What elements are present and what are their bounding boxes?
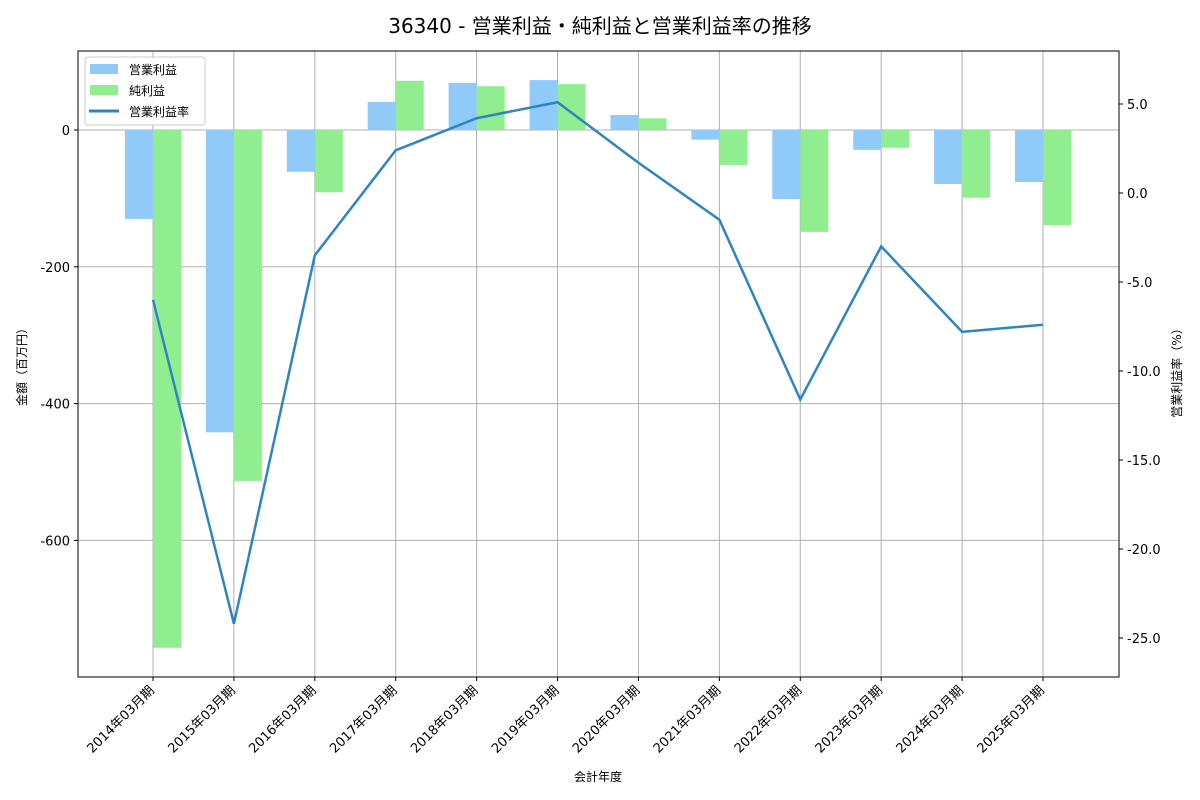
bar-net-profit — [557, 84, 586, 130]
bar-net-profit — [395, 80, 424, 130]
bar-operating-profit — [448, 82, 477, 130]
x-tick-label: 2019年03月期 — [489, 683, 562, 756]
legend-label-operating: 営業利益 — [129, 63, 177, 77]
y-tick-label: -400 — [40, 398, 70, 413]
y-right-tick-label: -10.0 — [1127, 365, 1161, 380]
y-right-tick-label: -25.0 — [1127, 632, 1161, 647]
bar-operating-profit — [772, 130, 801, 200]
bar-operating-profit — [853, 130, 882, 150]
y-tick-label: 0 — [62, 124, 70, 139]
bar-net-profit — [962, 130, 991, 198]
x-tick-label: 2024年03月期 — [894, 683, 967, 756]
x-tick-label: 2017年03月期 — [327, 683, 400, 756]
y-tick-label: -600 — [40, 534, 70, 549]
y-right-tick-label: -5.0 — [1127, 276, 1152, 291]
x-tick-label: 2022年03月期 — [732, 683, 805, 756]
x-tick-label: 2025年03月期 — [975, 683, 1048, 756]
bar-net-profit — [153, 130, 181, 648]
x-axis-label: 会計年度 — [574, 769, 622, 784]
bar-net-profit — [314, 130, 343, 193]
bar-operating-profit — [1015, 130, 1043, 182]
x-tick-label: 2015年03月期 — [165, 683, 238, 756]
y-right-tick-label: 5.0 — [1127, 98, 1148, 113]
bar-operating-profit — [610, 114, 639, 130]
x-axis: 2014年03月期 2015年03月期 2016年03月期 2017年03月期 2018… — [85, 677, 1048, 757]
bar-net-profit — [719, 130, 748, 165]
bar-operating-profit — [691, 130, 720, 140]
y-right-tick-label: -15.0 — [1127, 454, 1161, 469]
bar-operating-profit — [125, 130, 153, 219]
chart-title: 36340 - 営業利益・純利益と営業利益率の推移 — [388, 14, 812, 38]
operating-margin-line — [151, 100, 1044, 625]
y-tick-label: -200 — [40, 261, 70, 276]
x-tick-label: 2021年03月期 — [651, 683, 724, 756]
bar-net-profit — [233, 130, 262, 481]
bar-net-profit — [476, 86, 505, 130]
x-tick-label: 2014年03月期 — [85, 683, 158, 756]
x-tick-label: 2016年03月期 — [246, 683, 319, 756]
y-right-tick-label: 0.0 — [1127, 187, 1148, 202]
x-tick-label: 2023年03月期 — [813, 683, 886, 756]
bar-net-profit — [1043, 130, 1071, 226]
right-axis: 5.0 0.0 -5.0 -10.0 -15.0 -20.0 -25.0 — [1119, 98, 1161, 647]
plot-frame — [77, 50, 1120, 678]
legend-swatch-operating — [90, 64, 118, 74]
bar-operating-profit — [286, 130, 315, 172]
y-right-tick-label: -20.0 — [1127, 543, 1161, 558]
bars — [125, 80, 1071, 648]
x-tick-label: 2018年03月期 — [408, 683, 481, 756]
rate-line — [151, 100, 1044, 625]
y-axis-label: 金額（百万円） — [14, 322, 29, 406]
legend-label-net: 純利益 — [129, 84, 165, 98]
legend: 営業利益 純利益 営業利益率 — [84, 56, 206, 126]
bar-net-profit — [881, 130, 910, 148]
x-tick-label: 2020年03月期 — [570, 683, 643, 756]
bar-operating-profit — [205, 130, 234, 433]
legend-label-rate: 営業利益率 — [129, 104, 189, 119]
bar-operating-profit — [367, 101, 396, 130]
bar-net-profit — [800, 130, 829, 232]
y-axis-right-label: 営業利益率（%） — [1169, 322, 1184, 417]
bar-operating-profit — [934, 130, 963, 185]
bar-net-profit — [638, 118, 667, 130]
left-axis: 0 -200 -400 -600 — [40, 124, 78, 549]
legend-swatch-net — [90, 85, 118, 95]
